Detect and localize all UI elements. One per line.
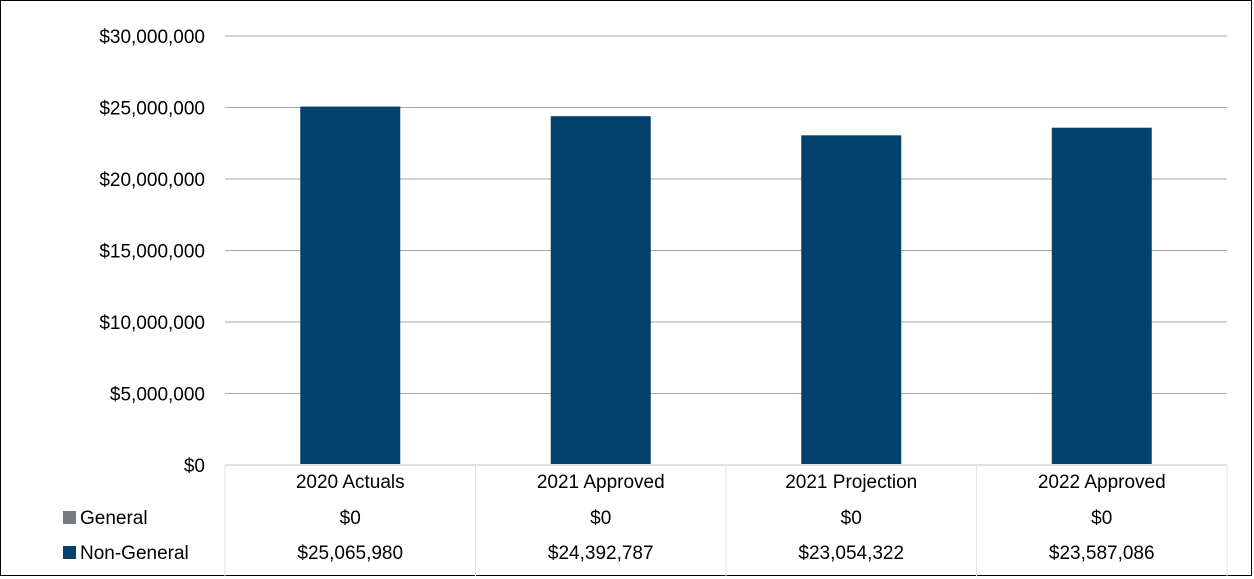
y-tick-label: $10,000,000: [99, 313, 205, 334]
data-table-value: $24,392,787: [548, 543, 654, 564]
category-label: 2022 Approved: [1038, 472, 1166, 493]
y-tick-label: $30,000,000: [99, 27, 205, 48]
category-label: 2021 Approved: [537, 472, 665, 493]
y-tick-label: $15,000,000: [99, 242, 205, 263]
legend-swatch-non-general: [63, 546, 76, 559]
data-table-value: $23,054,322: [798, 543, 904, 564]
legend-label: General: [80, 508, 148, 529]
legend-swatch-general: [63, 511, 76, 524]
bar-non-general: [1051, 127, 1152, 465]
y-tick-label: $20,000,000: [99, 170, 205, 191]
data-table-value: $0: [1091, 508, 1112, 529]
data-table-value: $0: [841, 508, 862, 529]
bar-non-general: [550, 116, 651, 466]
data-table-value: $0: [340, 508, 361, 529]
y-tick-label: $25,000,000: [99, 99, 205, 120]
category-label: 2020 Actuals: [296, 472, 405, 493]
bar-non-general: [801, 135, 902, 466]
data-table-value: $0: [590, 508, 611, 529]
bar-non-general: [300, 106, 401, 465]
legend-label: Non-General: [80, 543, 189, 564]
category-label: 2021 Projection: [785, 472, 917, 493]
y-tick-label: $5,000,000: [110, 385, 205, 406]
data-table-value: $25,065,980: [297, 543, 403, 564]
y-tick-label: $0: [184, 456, 205, 477]
data-table-value: $23,587,086: [1049, 543, 1155, 564]
